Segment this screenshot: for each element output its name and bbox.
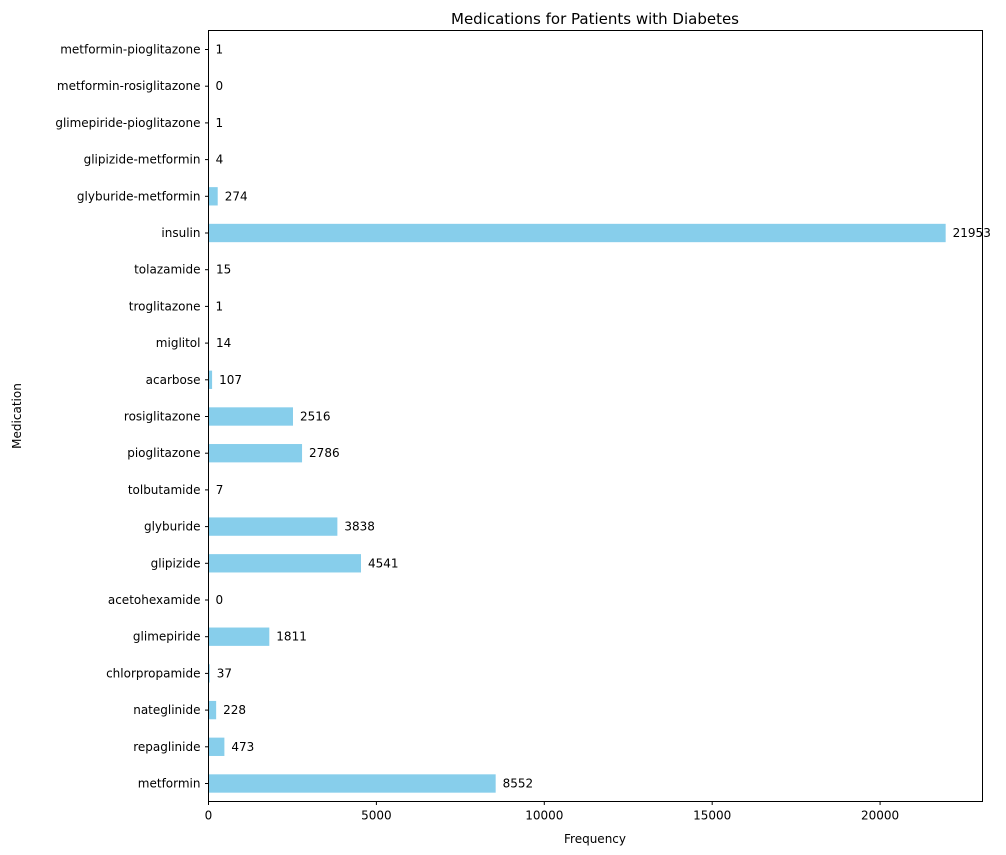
y-tick-label: metformin-rosiglitazone	[57, 79, 201, 93]
y-tick-label: tolbutamide	[128, 483, 201, 497]
bar-value-label: 1	[216, 299, 224, 313]
y-tick-label: glimepiride-pioglitazone	[55, 116, 200, 130]
bar-value-label: 8552	[503, 777, 534, 791]
bar-value-label: 3838	[344, 520, 375, 534]
chart-title: Medications for Patients with Diabetes	[451, 10, 739, 28]
bar-value-label: 2516	[300, 410, 331, 424]
bar	[208, 223, 946, 243]
y-tick-label: metformin-pioglitazone	[60, 43, 200, 57]
y-tick-label: glyburide-metformin	[77, 189, 201, 203]
x-axis-label: Frequency	[564, 832, 626, 846]
y-tick-label: chlorpropamide	[106, 666, 200, 680]
y-tick-label: glipizide-metformin	[84, 153, 201, 167]
x-axis-ticks: 0 5000 10000 15000 20000	[205, 801, 899, 823]
bar	[208, 627, 270, 646]
bar	[208, 517, 338, 536]
y-tick-label: acetohexamide	[108, 593, 201, 607]
x-tick-label: 20000	[861, 809, 899, 823]
y-tick-label: glipizide	[151, 556, 201, 570]
bar-value-label: 21953	[953, 226, 991, 240]
y-tick-label: glyburide	[144, 520, 201, 534]
bar-value-label: 0	[216, 79, 224, 93]
bar-value-label: 7	[216, 483, 224, 497]
y-tick-label: glimepiride	[133, 630, 201, 644]
y-axis-ticks: metformin repaglinide nateglinide chlorprop…	[55, 43, 209, 791]
bar-value-label: 107	[219, 373, 242, 387]
y-tick-label: rosiglitazone	[124, 410, 201, 424]
bar	[208, 554, 361, 573]
bar	[208, 407, 293, 426]
bar-value-label: 1811	[276, 630, 307, 644]
bar-value-label: 15	[216, 263, 231, 277]
value-labels-group: 8552473228371811045413838727862516107141…	[216, 43, 991, 791]
y-tick-label: repaglinide	[133, 740, 200, 754]
bar-value-label: 274	[225, 189, 248, 203]
bar-value-label: 228	[223, 703, 246, 717]
bar-value-label: 1	[216, 43, 224, 57]
x-tick-label: 10000	[525, 809, 563, 823]
x-tick-label: 5000	[361, 809, 392, 823]
y-tick-label: pioglitazone	[127, 446, 200, 460]
bar	[208, 774, 496, 793]
bar	[208, 444, 303, 463]
bar-value-label: 1	[216, 116, 224, 130]
bar-value-label: 4541	[368, 556, 399, 570]
x-tick-label: 15000	[693, 809, 731, 823]
y-tick-label: miglitol	[156, 336, 201, 350]
plot-frame	[208, 30, 983, 802]
bar-value-label: 4	[216, 153, 224, 167]
y-tick-label: troglitazone	[129, 299, 201, 313]
bar-value-label: 2786	[309, 446, 340, 460]
bar	[208, 700, 217, 720]
bar-value-label: 37	[217, 666, 232, 680]
bar	[208, 187, 218, 206]
y-tick-label: nateglinide	[133, 703, 200, 717]
bar	[208, 370, 213, 389]
bar-value-label: 473	[231, 740, 254, 754]
y-tick-label: tolazamide	[134, 263, 200, 277]
bars-group	[208, 40, 946, 793]
y-tick-label: insulin	[161, 226, 200, 240]
bar	[208, 664, 210, 683]
y-axis-label: Medication	[10, 383, 24, 449]
y-tick-label: acarbose	[146, 373, 201, 387]
bar	[208, 737, 225, 756]
bar-value-label: 14	[216, 336, 231, 350]
y-tick-label: metformin	[138, 777, 201, 791]
x-tick-label: 0	[205, 809, 213, 823]
bar-value-label: 0	[216, 593, 224, 607]
